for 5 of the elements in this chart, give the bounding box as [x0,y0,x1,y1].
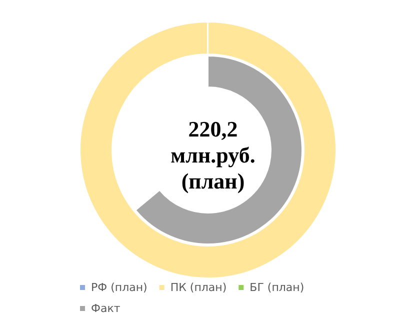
legend-label: РФ (план) [91,281,148,294]
legend-label: ПК (план) [170,281,227,294]
text: 220,2 млн.руб. (план) [170,116,256,194]
legend-label: БГ (план) [250,281,304,294]
legend-label: Факт [91,302,121,315]
